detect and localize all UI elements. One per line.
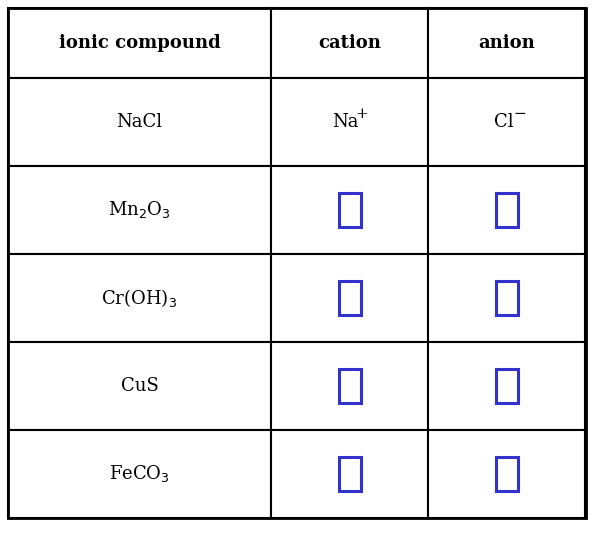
Bar <box>496 281 518 315</box>
Bar <box>339 457 361 491</box>
Bar <box>271 8 428 78</box>
Bar <box>271 342 428 430</box>
Bar <box>271 254 428 342</box>
Text: ionic compound: ionic compound <box>59 34 220 52</box>
Bar <box>428 430 585 518</box>
Bar <box>496 369 518 403</box>
Text: Mn$_2$O$_3$: Mn$_2$O$_3$ <box>108 199 171 220</box>
Bar <box>428 78 585 166</box>
Bar <box>339 193 361 227</box>
Text: FeCO$_3$: FeCO$_3$ <box>109 464 170 485</box>
Bar <box>8 254 271 342</box>
Bar <box>428 166 585 254</box>
Text: +: + <box>355 107 368 121</box>
Bar <box>8 166 271 254</box>
Text: Cl: Cl <box>494 113 513 131</box>
Bar <box>496 457 518 491</box>
Bar <box>8 342 271 430</box>
Bar <box>8 8 271 78</box>
Bar <box>271 430 428 518</box>
Text: anion: anion <box>478 34 535 52</box>
Bar <box>8 430 271 518</box>
Bar <box>271 78 428 166</box>
Text: Na: Na <box>332 113 359 131</box>
Bar <box>8 78 271 166</box>
Bar <box>339 369 361 403</box>
Text: Cr(OH)$_3$: Cr(OH)$_3$ <box>101 287 178 309</box>
Bar <box>428 8 585 78</box>
Text: cation: cation <box>318 34 381 52</box>
Bar <box>496 193 518 227</box>
Bar <box>339 281 361 315</box>
Text: CuS: CuS <box>121 377 158 395</box>
Text: −: − <box>513 107 526 121</box>
Bar <box>428 342 585 430</box>
Bar <box>428 254 585 342</box>
Bar <box>271 166 428 254</box>
Text: NaCl: NaCl <box>117 113 162 131</box>
